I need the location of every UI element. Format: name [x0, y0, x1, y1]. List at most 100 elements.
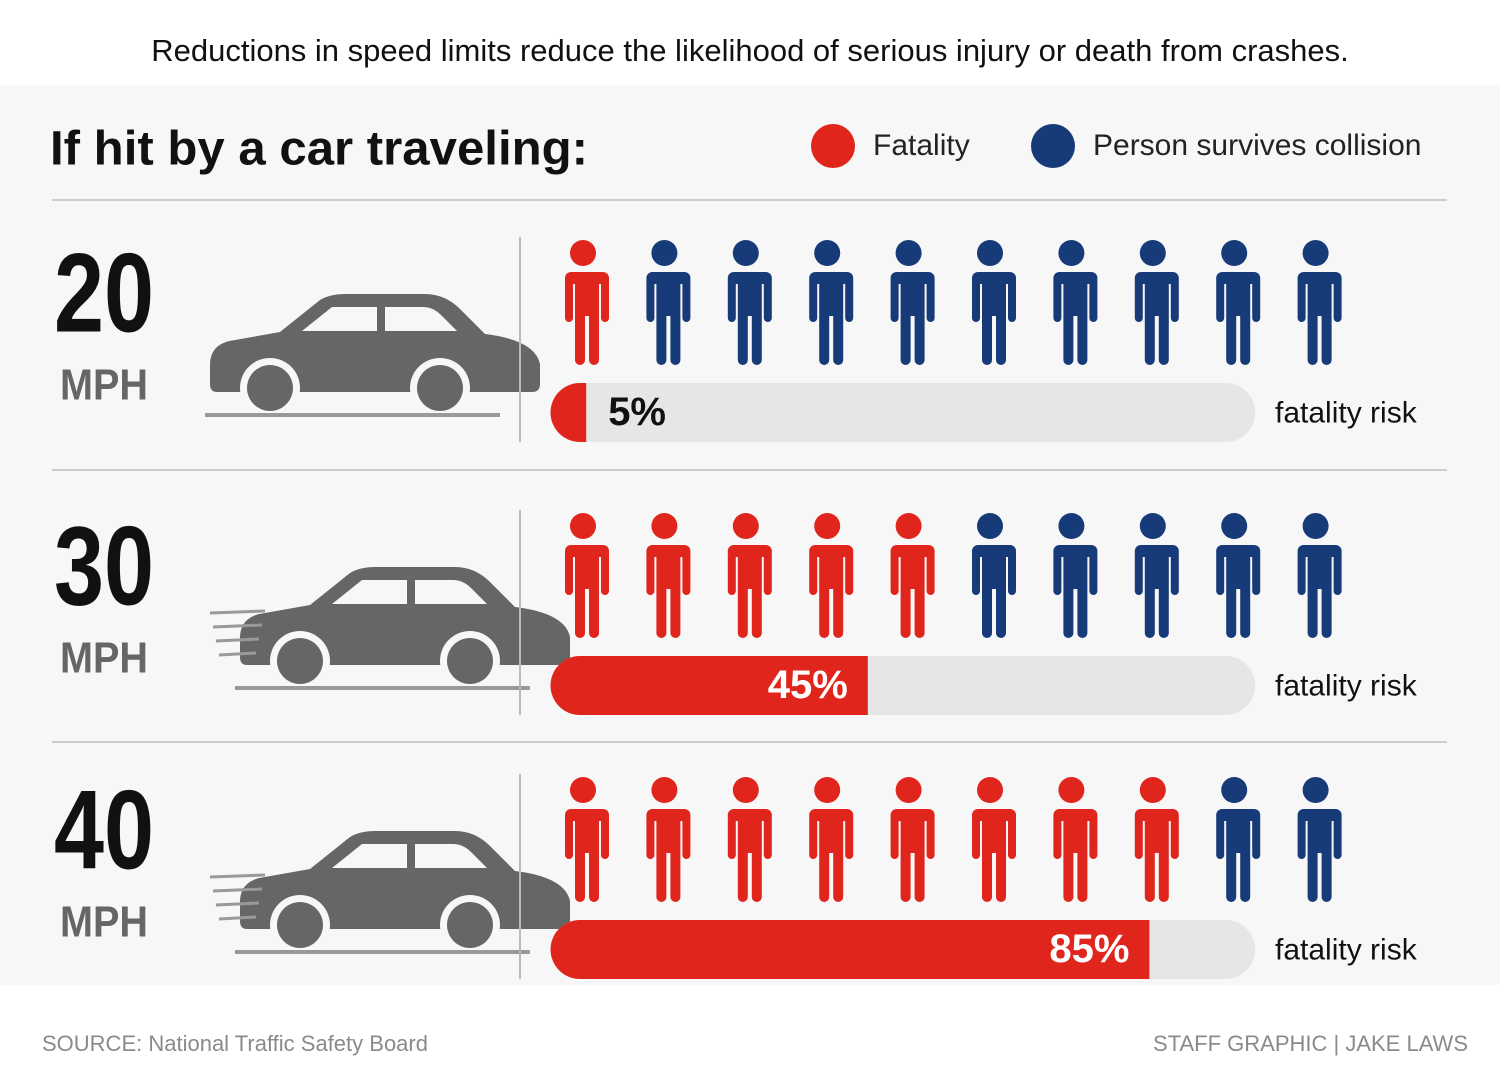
bar-label: fatality risk — [1275, 933, 1418, 966]
person-head — [1302, 240, 1329, 266]
bar-value-label: 5% — [608, 390, 666, 434]
person-body — [725, 545, 772, 638]
person-head — [1221, 240, 1248, 266]
person-head — [570, 240, 596, 266]
person-body — [1051, 809, 1098, 903]
person-body — [644, 272, 691, 365]
credit: STAFF GRAPHIC | JAKE LAWS — [1153, 1031, 1468, 1056]
person-icon — [1214, 513, 1261, 638]
person-body — [807, 272, 854, 365]
speed-line — [218, 651, 257, 657]
person-icon — [888, 513, 935, 638]
person-head — [977, 513, 1003, 539]
person-head — [977, 240, 1003, 266]
person-icon — [644, 240, 691, 365]
person-icon — [888, 240, 935, 365]
speed-line — [212, 887, 263, 893]
person-head — [651, 240, 678, 266]
person-head — [651, 513, 678, 539]
person-head — [570, 777, 596, 803]
person-icon — [1295, 240, 1342, 365]
person-icon — [1051, 240, 1098, 365]
person-icon — [725, 513, 772, 638]
person-body — [1051, 545, 1098, 638]
person-head — [1302, 777, 1329, 803]
person-head — [1058, 513, 1085, 539]
person-head — [1139, 240, 1166, 266]
person-icon — [1295, 513, 1342, 638]
person-icon — [888, 777, 935, 903]
person-icon — [644, 777, 691, 903]
speed-line — [215, 637, 260, 643]
person-head — [651, 777, 678, 803]
person-body — [1214, 809, 1261, 903]
person-head — [1139, 513, 1166, 539]
person-body — [725, 272, 772, 365]
subtitle: If hit by a car traveling: — [50, 123, 588, 176]
car-icon — [209, 831, 570, 955]
speed-value: 40 — [54, 768, 154, 893]
speed-line — [212, 623, 263, 629]
speed-line — [209, 609, 266, 615]
car-wheel — [417, 365, 463, 411]
person-icon — [807, 513, 854, 638]
person-body — [1295, 545, 1342, 638]
car-wheel — [447, 638, 493, 684]
person-body — [563, 545, 609, 638]
car-window — [332, 580, 487, 604]
person-body — [1132, 809, 1179, 903]
person-body — [1214, 272, 1261, 365]
person-head — [732, 777, 759, 803]
person-icon — [1132, 513, 1179, 638]
person-icon — [563, 513, 609, 638]
person-body — [888, 545, 935, 638]
person-head — [1221, 513, 1248, 539]
legend-swatch — [811, 124, 855, 168]
person-icon — [1295, 777, 1342, 903]
bar-value-label: 45% — [768, 663, 848, 707]
legend-label: Person survives collision — [1093, 129, 1421, 162]
bar — [550, 920, 1150, 979]
car-window — [302, 307, 457, 331]
person-head — [1221, 777, 1248, 803]
person-icon — [563, 240, 609, 365]
person-body — [807, 545, 854, 638]
car-icon — [209, 567, 570, 691]
person-head — [732, 513, 759, 539]
person-icon — [563, 777, 609, 902]
speed-unit: MPH — [60, 898, 148, 947]
person-body — [644, 809, 691, 903]
speed-value: 30 — [54, 504, 154, 629]
bar-track — [551, 383, 1255, 442]
person-head — [1139, 777, 1166, 803]
car-icon — [205, 294, 540, 418]
person-icon — [725, 777, 772, 903]
person-head — [1058, 240, 1085, 266]
person-head — [895, 513, 922, 539]
bar — [550, 383, 587, 442]
person-body — [970, 272, 1016, 365]
person-body — [563, 272, 609, 365]
person-head — [814, 513, 841, 539]
person-icon — [644, 513, 691, 638]
person-icon — [807, 240, 854, 365]
bar-label: fatality risk — [1275, 396, 1418, 429]
person-body — [888, 809, 935, 903]
car-wheel — [447, 902, 493, 948]
person-body — [644, 545, 691, 638]
person-icon — [1132, 240, 1179, 365]
person-icon — [970, 777, 1016, 902]
person-icon — [725, 240, 772, 365]
speed-line — [215, 901, 260, 907]
person-icon — [1132, 777, 1179, 903]
person-head — [814, 777, 841, 803]
person-icon — [970, 240, 1016, 365]
car-wheel — [277, 638, 323, 684]
person-head — [895, 777, 922, 803]
person-icon — [1214, 777, 1261, 903]
source: SOURCE: National Traffic Safety Board — [42, 1031, 428, 1056]
person-head — [1058, 777, 1085, 803]
car-window — [332, 844, 487, 868]
person-body — [1051, 272, 1098, 365]
